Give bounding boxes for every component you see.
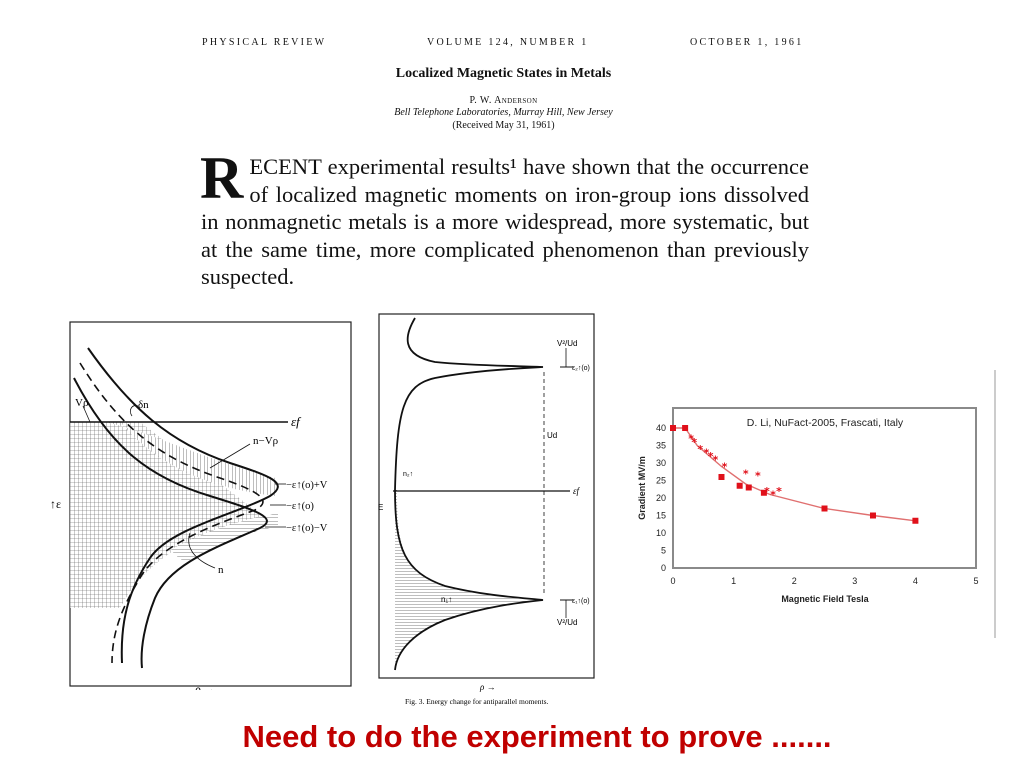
leader-n-minus-vrho — [209, 443, 251, 469]
data-point-square — [760, 489, 767, 496]
data-point-star: * — [691, 436, 697, 449]
x-tick-label: 0 — [670, 576, 675, 586]
paper-affiliation: Bell Telephone Laboratories, Murray Hill… — [394, 107, 613, 118]
y-tick-label: 30 — [656, 458, 666, 468]
data-point-square — [682, 425, 689, 431]
x-tick-label: 2 — [792, 576, 797, 586]
data-point-star: * — [703, 447, 709, 460]
leader-n — [188, 532, 216, 569]
gradient-vs-field-chart: D. Li, NuFact-2005, Frascati, Italy Magn… — [630, 368, 998, 640]
figure-mid-energy-change: V²/Ud ε₂↑(o) Ud εf n₂↑ E n₁↑ ε₁↑(o) V²/U… — [375, 310, 600, 710]
data-point-star: * — [708, 450, 714, 463]
figure-left-svg: εf Vρ δn n−Vρ −ε↑(o)+V −ε↑(o) −ε↑(o)−V n… — [50, 321, 352, 696]
y-tick-label: 15 — [656, 511, 666, 521]
chart-plot-frame — [672, 407, 977, 569]
paper-author: P. W. Anderson — [469, 95, 538, 106]
label-e1: ε₁↑(o) — [572, 598, 590, 605]
label-rho-axis: ρ → — [194, 682, 216, 690]
data-point-star: * — [770, 489, 776, 502]
leader-vrho — [82, 405, 91, 423]
figure-caption: Fig. 3. Energy change for antiparallel m… — [405, 697, 548, 706]
label-epsilon-axis: ↑ε — [50, 497, 61, 511]
series-fit-line — [673, 427, 916, 522]
occupied-grid-region — [70, 422, 265, 608]
footer-statement: Need to do the experiment to prove .....… — [242, 719, 832, 754]
paper-received: (Received May 31, 1961) — [452, 120, 555, 131]
label-ef-mid: εf — [573, 486, 581, 496]
x-tick-label: 3 — [852, 576, 857, 586]
label-v2ud-top: V²/Ud — [557, 339, 577, 348]
label-dn: δn — [138, 399, 149, 411]
label-n: n — [218, 564, 224, 576]
chart-title: D. Li, NuFact-2005, Frascati, Italy — [747, 417, 904, 429]
label-e0: −ε↑(o) — [286, 501, 314, 512]
x-tick-label: 1 — [731, 576, 736, 586]
chart-y-label: Gradient MV/m — [637, 456, 647, 520]
label-ef: εf — [291, 414, 302, 429]
data-point-square — [869, 512, 876, 519]
y-tick-label: 20 — [656, 493, 666, 503]
leader-dn — [130, 405, 139, 417]
label-v2ud-bottom: V²/Ud — [557, 618, 577, 627]
label-e2: ε₂↑(o) — [572, 365, 590, 372]
label-n-minus-vrho: n−Vρ — [253, 435, 279, 447]
paper-title: Localized Magnetic States in Metals — [395, 66, 612, 81]
label-e-minus-v: −ε↑(o)−V — [286, 523, 328, 534]
journal-name: PHYSICAL REVIEW — [202, 37, 327, 48]
dos-curve — [394, 317, 544, 671]
data-point-square — [736, 482, 743, 489]
data-point-square — [670, 425, 676, 431]
data-point-square — [745, 484, 752, 491]
label-e-plus-v: −ε↑(o)+V — [286, 480, 328, 491]
y-tick-label: 10 — [656, 528, 666, 538]
chart-svg: D. Li, NuFact-2005, Frascati, Italy Magn… — [637, 370, 996, 638]
data-point-star: * — [697, 443, 703, 456]
curve-middle-dashed — [79, 362, 264, 664]
y-tick-label: 25 — [656, 476, 666, 486]
journal-header: PHYSICAL REVIEW VOLUME 124, NUMBER 1 OCT… — [0, 37, 1024, 53]
y-tick-label: 35 — [656, 441, 666, 451]
paper-abstract: R ECENT experimental results¹ have shown … — [201, 153, 809, 309]
curve-upper — [87, 347, 279, 664]
curve-lower — [73, 377, 268, 669]
data-point-star: * — [688, 433, 694, 446]
upper-hatched-band — [105, 422, 275, 496]
label-rho-mid: ρ → — [479, 682, 496, 692]
label-vrho: Vρ — [75, 397, 89, 409]
x-tick-label: 5 — [973, 576, 978, 586]
data-point-square — [821, 505, 828, 512]
data-point-star: * — [713, 454, 719, 467]
chart-x-label: Magnetic Field Tesla — [781, 594, 869, 604]
journal-volume: VOLUME 124, NUMBER 1 — [427, 37, 589, 48]
abstract-dropcap: R — [201, 153, 244, 211]
abstract-text: ECENT experimental results¹ have shown t… — [201, 154, 809, 289]
label-n2: n₂↑ — [403, 471, 413, 478]
label-ud: Ud — [547, 431, 557, 440]
label-e-axis: E — [378, 503, 383, 512]
figure-left-density-of-states: εf Vρ δn n−Vρ −ε↑(o)+V −ε↑(o) −ε↑(o)−V n… — [50, 318, 360, 696]
x-tick-label: 4 — [913, 576, 918, 586]
label-n1: n₁↑ — [441, 595, 452, 604]
lower-hatched-band — [170, 513, 278, 563]
figure-mid-svg: V²/Ud ε₂↑(o) Ud εf n₂↑ E n₁↑ ε₁↑(o) V²/U… — [378, 313, 595, 706]
data-point-star: * — [776, 485, 782, 498]
y-tick-label: 5 — [661, 546, 666, 556]
data-point-square — [718, 474, 725, 480]
y-tick-label: 40 — [656, 423, 666, 433]
y-tick-label: 0 — [661, 563, 666, 573]
data-point-star: * — [764, 485, 770, 498]
data-point-star: * — [755, 469, 761, 482]
journal-date: OCTOBER 1, 1961 — [690, 37, 804, 48]
data-point-star: * — [743, 468, 749, 481]
data-point-square — [912, 517, 919, 524]
data-point-star: * — [722, 461, 728, 474]
